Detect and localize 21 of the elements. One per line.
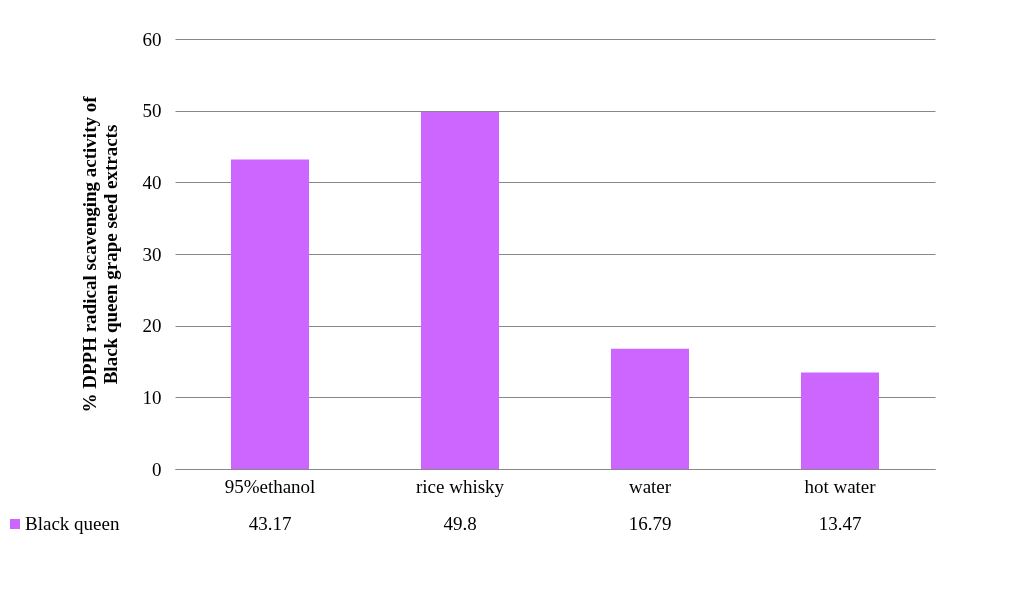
x-tick-label: rice whisky [415,475,505,497]
legend-label: Black queen [25,513,120,534]
x-tick-label: hot water [804,475,877,497]
x-tick-label: water [628,475,672,497]
y-tick-label: 0 [152,458,162,480]
y-tick-label: 20 [142,315,162,337]
data-label: 13.47 [818,513,862,534]
y-tick-label: 60 [142,28,162,50]
y-tick-label: 40 [142,171,162,193]
x-tick-label: 95%ethanol [224,475,316,497]
y-tick-label: 10 [142,386,162,408]
y-tick-label: 30 [142,243,162,265]
data-label: 49.8 [443,513,477,534]
data-label: 43.17 [248,513,292,534]
data-label: 16.79 [628,513,672,534]
bar [611,348,689,469]
bar [801,372,879,469]
bar [421,112,499,469]
bar [231,159,309,469]
y-axis-title: % DPPH radical scavenging activity of Black queen grape seed extracts [78,95,121,413]
y-tick-label: 50 [142,100,162,122]
